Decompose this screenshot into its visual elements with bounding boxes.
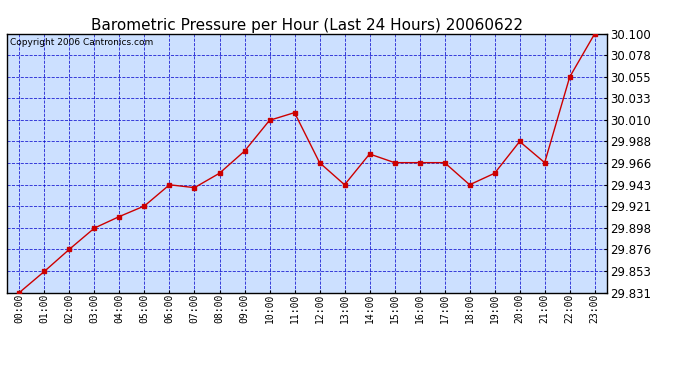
Title: Barometric Pressure per Hour (Last 24 Hours) 20060622: Barometric Pressure per Hour (Last 24 Ho… (91, 18, 523, 33)
Text: Copyright 2006 Cantronics.com: Copyright 2006 Cantronics.com (10, 38, 153, 46)
